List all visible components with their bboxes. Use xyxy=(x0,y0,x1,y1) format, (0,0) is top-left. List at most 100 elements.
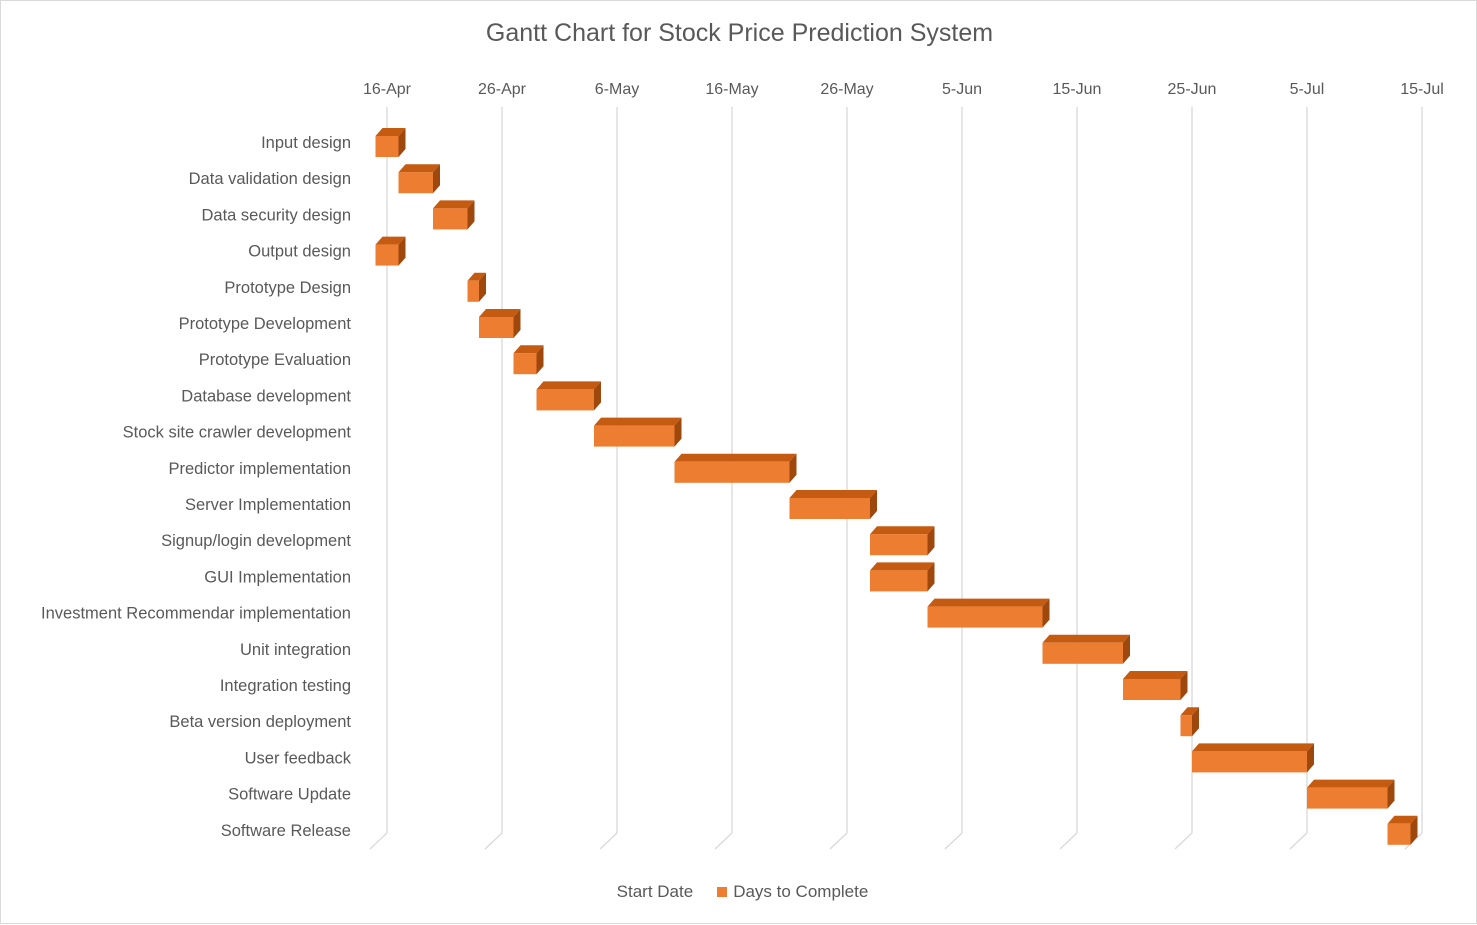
legend-item-days-to-complete: Days to Complete xyxy=(717,882,868,902)
category-label: Prototype Development xyxy=(179,315,352,333)
category-label: Input design xyxy=(261,134,351,152)
gantt-bar xyxy=(513,345,544,375)
gantt-bar xyxy=(870,526,935,556)
legend: Start Date Days to Complete xyxy=(1,882,1477,902)
gantt-bar-side xyxy=(927,562,935,592)
gantt-bar xyxy=(1192,743,1314,773)
gantt-bar-top xyxy=(594,417,682,426)
gantt-bar-top xyxy=(433,200,475,209)
gantt-bar-front xyxy=(536,389,594,411)
x-tick-label: 5-Jul xyxy=(1290,81,1325,98)
category-label: Server Implementation xyxy=(185,496,351,514)
gantt-bar-front xyxy=(789,498,870,519)
gantt-bar xyxy=(375,128,406,157)
gantt-bar-front xyxy=(433,208,468,230)
gantt-bar-side xyxy=(674,417,682,447)
category-label: Prototype Design xyxy=(224,279,351,297)
category-label: Investment Recommendar implementation xyxy=(41,605,351,623)
gridline-floor xyxy=(944,832,963,850)
gridline-floor xyxy=(369,832,388,850)
gantt-bar xyxy=(674,453,797,483)
gantt-bar-top xyxy=(927,598,1050,607)
gantt-bar-front xyxy=(1180,715,1192,737)
gantt-bar xyxy=(927,598,1050,628)
category-label: GUI Implementation xyxy=(204,568,351,586)
category-label: Software Update xyxy=(228,786,351,804)
gantt-bar-front xyxy=(927,606,1043,628)
legend-swatch-days-to-complete xyxy=(717,887,728,897)
gantt-bar xyxy=(479,309,521,338)
gantt-bar-top xyxy=(789,490,877,498)
gantt-bar xyxy=(536,381,601,411)
category-label: Software Release xyxy=(221,822,351,840)
gantt-bar-front xyxy=(674,461,790,483)
gridline-floor xyxy=(484,832,503,850)
x-tick-label: 15-Jun xyxy=(1053,81,1102,98)
gantt-bar-top xyxy=(870,562,935,571)
gantt-bar-side xyxy=(1180,671,1188,700)
gantt-bar-front xyxy=(398,172,433,194)
category-label: Unit integration xyxy=(240,641,351,659)
x-tick-label: 16-Apr xyxy=(363,81,412,98)
gantt-bar-top xyxy=(1180,707,1199,716)
gridline-floor xyxy=(714,832,733,850)
x-tick-label: 15-Jul xyxy=(1400,81,1444,98)
category-label: Stock site crawler development xyxy=(123,424,352,442)
gantt-bar-side xyxy=(927,526,935,556)
gantt-bar-side xyxy=(467,200,475,230)
gantt-bar-side xyxy=(398,128,406,157)
x-tick-label: 25-Jun xyxy=(1168,81,1217,98)
gantt-bar-side xyxy=(594,381,601,411)
gantt-bar-front xyxy=(375,136,399,157)
gantt-bar-front xyxy=(594,425,675,447)
gantt-bar xyxy=(1387,815,1418,845)
category-label: Predictor implementation xyxy=(169,460,352,478)
x-tick-label: 16-May xyxy=(705,81,758,98)
gantt-bar xyxy=(1307,779,1395,809)
category-label: Database development xyxy=(181,387,351,405)
gantt-bar-top xyxy=(1123,671,1188,679)
gantt-bar-side xyxy=(1123,634,1130,664)
gantt-bar-side xyxy=(789,453,797,483)
gantt-bar-side xyxy=(536,345,544,375)
gantt-bar-top xyxy=(1192,743,1314,752)
category-label: User feedback xyxy=(245,749,352,767)
gantt-bar-top xyxy=(870,526,935,535)
gantt-bar-side xyxy=(433,164,440,194)
category-label: Data security design xyxy=(202,206,352,224)
gantt-bar-front xyxy=(870,570,928,592)
gridline-floor xyxy=(1174,832,1193,850)
gantt-bar xyxy=(594,417,682,447)
category-label: Beta version deployment xyxy=(169,713,351,731)
gridline-floor xyxy=(829,832,848,850)
category-label: Integration testing xyxy=(220,677,351,695)
gantt-bar xyxy=(433,200,475,230)
gantt-bar-front xyxy=(1387,823,1411,845)
gantt-bar-top xyxy=(398,164,440,173)
chart-title: Gantt Chart for Stock Price Prediction S… xyxy=(485,19,994,47)
category-label: Signup/login development xyxy=(161,532,351,550)
gantt-bar-top xyxy=(513,345,544,354)
gantt-bar xyxy=(467,272,486,302)
gantt-bar-side xyxy=(1192,707,1199,737)
gantt-bar-front xyxy=(1123,679,1181,700)
gantt-bar xyxy=(1123,671,1188,700)
gantt-bar-top xyxy=(375,128,406,136)
gantt-bar-side xyxy=(398,236,406,266)
gantt-bar-side xyxy=(870,490,877,519)
gantt-bar-front xyxy=(467,280,479,302)
gantt-bar-top xyxy=(536,381,601,390)
gantt-bar xyxy=(870,562,935,592)
gridline-floor xyxy=(1289,832,1308,850)
gantt-bar xyxy=(789,490,877,519)
category-label: Data validation design xyxy=(189,170,351,188)
gantt-bar-top xyxy=(1387,815,1418,824)
category-label: Prototype Evaluation xyxy=(199,351,351,369)
gantt-bar-top xyxy=(467,272,486,281)
gantt-bar-side xyxy=(1387,779,1395,809)
gantt-bar-front xyxy=(375,244,399,266)
gantt-bar-top xyxy=(479,309,521,317)
x-tick-label: 26-Apr xyxy=(478,81,527,98)
